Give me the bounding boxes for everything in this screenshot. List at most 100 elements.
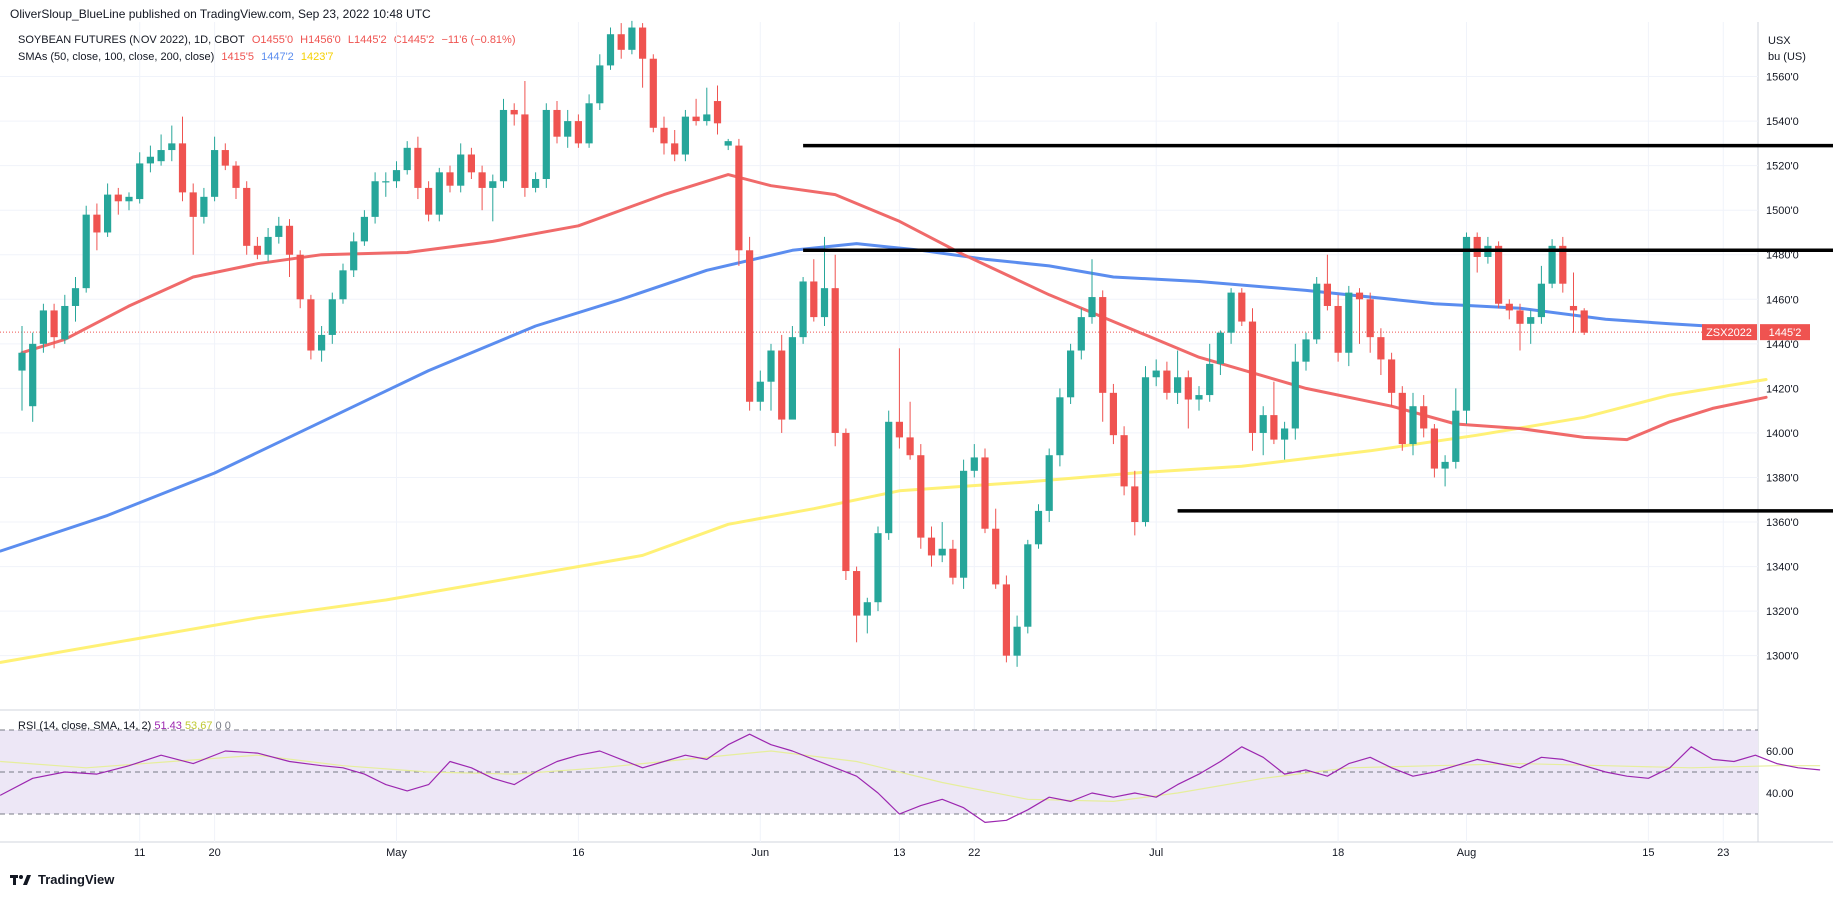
candle-body bbox=[606, 34, 615, 66]
candle-body bbox=[585, 103, 593, 144]
candle-body bbox=[285, 225, 294, 255]
candle-body bbox=[200, 196, 208, 217]
rsi-extra-value: 0 0 bbox=[215, 720, 231, 732]
candle-body bbox=[778, 350, 786, 420]
price-tick-label: 1500'0 bbox=[1766, 205, 1799, 217]
candle-body bbox=[906, 437, 914, 456]
candle-body bbox=[1088, 297, 1096, 318]
candle-body bbox=[446, 172, 454, 186]
candle-body bbox=[467, 154, 475, 173]
candle-body bbox=[992, 528, 1000, 585]
candle-body bbox=[1452, 410, 1460, 462]
candle-body bbox=[382, 181, 390, 183]
candle-body bbox=[211, 150, 219, 197]
rsi-legend: RSI (14, close, SMA, 14, 2) 51.43 53.67 … bbox=[18, 720, 231, 732]
price-label-symbol-box bbox=[1702, 324, 1757, 341]
candle-body bbox=[810, 281, 818, 318]
rsi-sma-line bbox=[0, 750, 1821, 803]
sma100-value: 1447'2 bbox=[261, 51, 294, 63]
rsi-label[interactable]: RSI (14, close, SMA, 14, 2) bbox=[18, 720, 152, 732]
price-label-symbol: ZSX2022 bbox=[1706, 327, 1752, 339]
candle-body bbox=[1548, 245, 1556, 284]
time-tick-label: 18 bbox=[1332, 847, 1344, 859]
candle-body bbox=[692, 116, 700, 122]
candle-body bbox=[1580, 310, 1588, 333]
sma-label[interactable]: SMAs (50, close, 100, close, 200, close) bbox=[18, 51, 215, 63]
candle-body bbox=[1409, 406, 1417, 445]
axis-unit-quantity: bu (US) bbox=[1768, 51, 1806, 63]
candle-body bbox=[949, 548, 957, 578]
candle-body bbox=[767, 350, 775, 382]
candle-body bbox=[189, 192, 197, 217]
time-tick-label: 20 bbox=[208, 847, 220, 859]
candle-body bbox=[264, 236, 272, 255]
candle-body bbox=[1013, 626, 1021, 656]
candle-body bbox=[1120, 435, 1128, 487]
candle-body bbox=[243, 187, 251, 246]
candle-body bbox=[39, 310, 47, 344]
candle-body bbox=[874, 533, 882, 603]
candle-body bbox=[1420, 406, 1428, 429]
candle-body bbox=[499, 109, 508, 182]
candle-body bbox=[1206, 363, 1214, 396]
rsi-tick-label: 40.00 bbox=[1766, 788, 1794, 800]
candle-body bbox=[232, 165, 240, 188]
candle-body bbox=[1430, 428, 1438, 469]
sma200-line bbox=[0, 378, 1768, 664]
footer-brand: TradingView bbox=[38, 872, 115, 887]
candle-body bbox=[917, 455, 925, 538]
axis-unit[interactable]: USX bu (US) bbox=[1768, 33, 1806, 65]
candle-body bbox=[542, 109, 550, 180]
sma-legend: SMAs (50, close, 100, close, 200, close)… bbox=[18, 51, 338, 63]
candle-body bbox=[157, 150, 165, 162]
rsi-tick-label: 60.00 bbox=[1766, 746, 1794, 758]
candle-body bbox=[1441, 461, 1449, 469]
candle-body bbox=[93, 214, 101, 233]
time-tick-label: 16 bbox=[572, 847, 584, 859]
candle-body bbox=[1024, 544, 1032, 627]
ohlc-high: H1456'0 bbox=[300, 34, 341, 46]
candle-body bbox=[1345, 292, 1353, 353]
symbol-legend: SOYBEAN FUTURES (NOV 2022), 1D, CBOT O14… bbox=[18, 34, 520, 46]
candle-body bbox=[1537, 283, 1545, 318]
time-tick-label: 11 bbox=[134, 847, 145, 859]
candle-body bbox=[221, 150, 229, 166]
candle-body bbox=[489, 181, 497, 188]
ohlc-open: O1455'0 bbox=[251, 34, 294, 46]
candle-body bbox=[435, 172, 443, 215]
candle-body bbox=[660, 127, 668, 144]
symbol-name[interactable]: SOYBEAN FUTURES (NOV 2022), 1D, CBOT bbox=[18, 34, 245, 46]
candle-body bbox=[360, 216, 368, 242]
candle-body bbox=[136, 163, 144, 200]
price-tick-label: 1300'0 bbox=[1766, 651, 1799, 663]
candle-body bbox=[1131, 486, 1139, 523]
candle-body bbox=[392, 170, 401, 182]
candle-body bbox=[1377, 337, 1385, 360]
candle-body bbox=[1056, 397, 1064, 456]
candle-body bbox=[82, 214, 90, 289]
price-tick-label: 1520'0 bbox=[1766, 161, 1799, 173]
candle-body bbox=[18, 352, 26, 371]
price-tick-label: 1560'0 bbox=[1766, 72, 1799, 84]
candle-body bbox=[350, 241, 358, 271]
candle-body bbox=[724, 141, 732, 146]
candle-body bbox=[1099, 297, 1107, 393]
candle-body bbox=[1516, 310, 1524, 324]
candle-body bbox=[1184, 377, 1192, 400]
candle-body bbox=[1505, 303, 1513, 311]
candle-body bbox=[1527, 317, 1535, 324]
tradingview-footer[interactable]: TradingView bbox=[10, 872, 114, 887]
candle-body bbox=[617, 34, 625, 50]
candle-body bbox=[1559, 245, 1567, 284]
candle-body bbox=[1281, 428, 1289, 440]
candles-group bbox=[18, 20, 1588, 667]
candle-body bbox=[318, 334, 326, 351]
candle-body bbox=[1473, 236, 1481, 257]
candle-body bbox=[713, 101, 722, 124]
candle-body bbox=[1495, 245, 1503, 304]
price-tick-label: 1420'0 bbox=[1766, 383, 1799, 395]
price-label-tag: ZSX2022 1445'2 bbox=[1702, 324, 1810, 341]
candle-body bbox=[895, 421, 903, 438]
candle-body bbox=[1002, 584, 1010, 656]
